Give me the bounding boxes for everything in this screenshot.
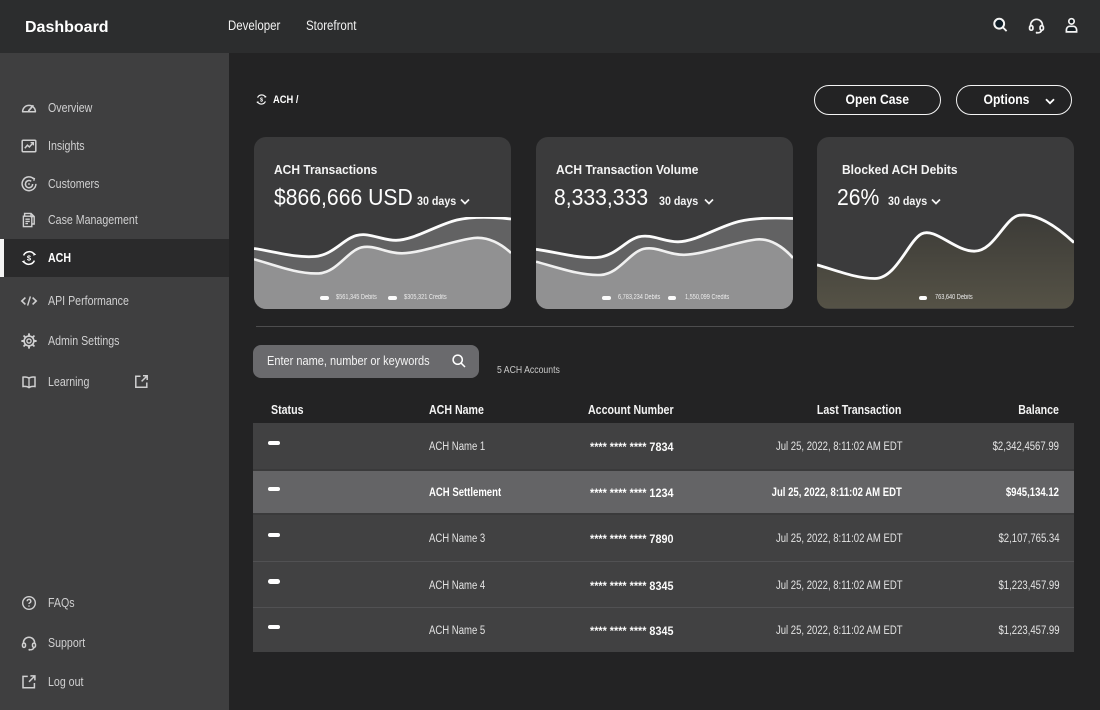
svg-text:$: $: [27, 254, 32, 263]
svg-text:$: $: [260, 97, 263, 103]
